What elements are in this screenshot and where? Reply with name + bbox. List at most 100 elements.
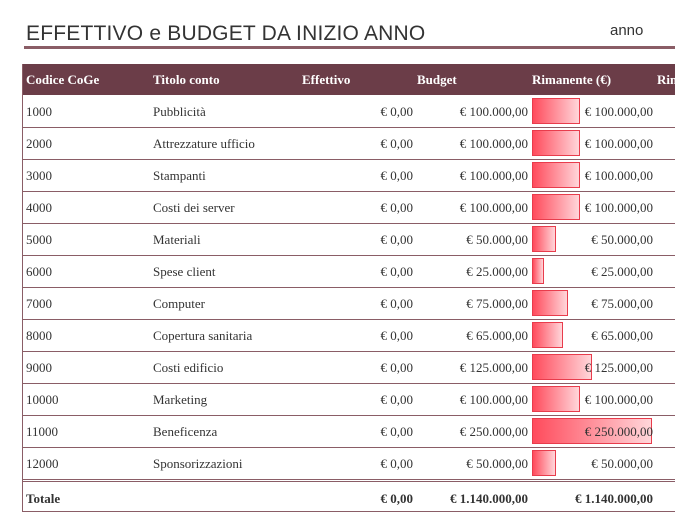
total-row: Totale € 0,00 € 1.140.000,00 € 1.140.000… bbox=[23, 479, 675, 512]
cell-actual[interactable]: € 0,00 bbox=[380, 200, 414, 215]
cell-actual[interactable]: € 0,00 bbox=[380, 456, 414, 471]
table-row[interactable]: 2000 Attrezzature ufficio € 0,00 € 100.000,… bbox=[23, 127, 675, 160]
cell-budget[interactable]: € 75.000,00 bbox=[466, 296, 528, 311]
table-row[interactable]: 4000 Costi dei server € 0,00 € 100.000,00 € … bbox=[23, 191, 675, 224]
remaining-data-bar bbox=[532, 98, 580, 124]
cell-budget[interactable]: € 100.000,00 bbox=[459, 136, 528, 151]
cell-budget[interactable]: € 100.000,00 bbox=[459, 168, 528, 183]
cell-code[interactable]: 5000 bbox=[26, 232, 52, 247]
cell-code[interactable]: 1000 bbox=[26, 104, 52, 119]
cell-actual[interactable]: € 0,00 bbox=[380, 360, 414, 375]
cell-account[interactable]: Costi edificio bbox=[153, 360, 224, 375]
cell-remaining[interactable]: € 50.000,00 bbox=[591, 232, 653, 247]
column-header-account[interactable]: Titolo conto bbox=[153, 72, 220, 87]
cell-actual[interactable]: € 0,00 bbox=[380, 264, 414, 279]
table-row[interactable]: 6000 Spese client € 0,00 € 25.000,00 € 25.00… bbox=[23, 255, 675, 288]
cell-code[interactable]: 3000 bbox=[26, 168, 52, 183]
cell-account[interactable]: Copertura sanitaria bbox=[153, 328, 253, 343]
cell-actual[interactable]: € 0,00 bbox=[380, 168, 414, 183]
cell-code[interactable]: 12000 bbox=[26, 456, 59, 471]
remaining-data-bar bbox=[532, 258, 544, 284]
cell-code[interactable]: 7000 bbox=[26, 296, 52, 311]
total-remaining: € 1.140.000,00 bbox=[575, 491, 653, 506]
remaining-data-bar bbox=[532, 226, 556, 252]
cell-budget[interactable]: € 65.000,00 bbox=[466, 328, 528, 343]
cell-code[interactable]: 2000 bbox=[26, 136, 52, 151]
cell-remaining[interactable]: € 100.000,00 bbox=[584, 104, 653, 119]
cell-remaining[interactable]: € 100.000,00 bbox=[584, 200, 653, 215]
remaining-data-bar bbox=[532, 386, 580, 412]
cell-account[interactable]: Attrezzature ufficio bbox=[153, 136, 255, 151]
column-header-remaining-pct[interactable]: Rim bbox=[657, 72, 675, 87]
cell-code[interactable]: 10000 bbox=[26, 392, 59, 407]
cell-account[interactable]: Marketing bbox=[153, 392, 208, 407]
table-row[interactable]: 9000 Costi edificio € 0,00 € 125.000,00 € 12… bbox=[23, 351, 675, 384]
remaining-data-bar bbox=[532, 290, 568, 316]
cell-remaining[interactable]: € 50.000,00 bbox=[591, 456, 653, 471]
cell-budget[interactable]: € 100.000,00 bbox=[459, 392, 528, 407]
table-row[interactable]: 1000 Pubblicità € 0,00 € 100.000,00 € 100.00… bbox=[23, 95, 675, 128]
budget-table: Codice CoGe Titolo conto Effettivo Budge… bbox=[22, 64, 675, 512]
table-header: Codice CoGe Titolo conto Effettivo Budge… bbox=[23, 64, 675, 95]
cell-remaining[interactable]: € 250.000,00 bbox=[584, 424, 653, 439]
year-label: anno bbox=[610, 22, 644, 39]
column-header-actual[interactable]: Effettivo bbox=[302, 72, 351, 87]
cell-actual[interactable]: € 0,00 bbox=[380, 136, 414, 151]
remaining-data-bar bbox=[532, 130, 580, 156]
table-row[interactable]: 5000 Materiali € 0,00 € 50.000,00 € 50.000,0… bbox=[23, 223, 675, 256]
table-row[interactable]: 10000 Marketing € 0,00 € 100.000,00 € 100.00… bbox=[23, 383, 675, 416]
report-header: EFFETTIVO e BUDGET DA INIZIO ANNO anno bbox=[24, 18, 675, 49]
table-row[interactable]: 3000 Stampanti € 0,00 € 100.000,00 € 100.000… bbox=[23, 159, 675, 192]
cell-remaining[interactable]: € 65.000,00 bbox=[591, 328, 653, 343]
cell-budget[interactable]: € 25.000,00 bbox=[466, 264, 528, 279]
cell-actual[interactable]: € 0,00 bbox=[380, 424, 414, 439]
cell-actual[interactable]: € 0,00 bbox=[380, 328, 414, 343]
table-row[interactable]: 11000 Beneficenza € 0,00 € 250.000,00 € 250.… bbox=[23, 415, 675, 448]
total-label: Totale bbox=[26, 491, 61, 506]
total-actual: € 0,00 bbox=[380, 491, 414, 506]
cell-code[interactable]: 11000 bbox=[26, 424, 59, 439]
remaining-data-bar bbox=[532, 194, 580, 220]
cell-actual[interactable]: € 0,00 bbox=[380, 104, 414, 119]
cell-account[interactable]: Materiali bbox=[153, 232, 201, 247]
remaining-data-bar bbox=[532, 354, 592, 380]
table-row[interactable]: 8000 Copertura sanitaria € 0,00 € 65.000,00… bbox=[23, 319, 675, 352]
cell-remaining[interactable]: € 100.000,00 bbox=[584, 168, 653, 183]
report-title: EFFETTIVO e BUDGET DA INIZIO ANNO bbox=[26, 22, 426, 45]
remaining-data-bar bbox=[532, 322, 563, 348]
cell-account[interactable]: Spese client bbox=[153, 264, 216, 279]
cell-remaining[interactable]: € 125.000,00 bbox=[584, 360, 653, 375]
column-header-remaining[interactable]: Rimanente (€) bbox=[532, 72, 612, 87]
cell-code[interactable]: 4000 bbox=[26, 200, 52, 215]
cell-remaining[interactable]: € 75.000,00 bbox=[591, 296, 653, 311]
cell-budget[interactable]: € 100.000,00 bbox=[459, 104, 528, 119]
cell-account[interactable]: Computer bbox=[153, 296, 205, 311]
cell-budget[interactable]: € 50.000,00 bbox=[466, 456, 528, 471]
cell-code[interactable]: 9000 bbox=[26, 360, 52, 375]
cell-account[interactable]: Beneficenza bbox=[153, 424, 218, 439]
cell-budget[interactable]: € 125.000,00 bbox=[459, 360, 528, 375]
cell-budget[interactable]: € 250.000,00 bbox=[459, 424, 528, 439]
remaining-data-bar bbox=[532, 162, 580, 188]
cell-account[interactable]: Sponsorizzazioni bbox=[153, 456, 243, 471]
cell-account[interactable]: Pubblicità bbox=[153, 104, 206, 119]
remaining-data-bar bbox=[532, 450, 556, 476]
column-header-budget[interactable]: Budget bbox=[417, 72, 457, 87]
cell-actual[interactable]: € 0,00 bbox=[380, 232, 414, 247]
cell-remaining[interactable]: € 25.000,00 bbox=[591, 264, 653, 279]
table-row[interactable]: 7000 Computer € 0,00 € 75.000,00 € 75.000,00 bbox=[23, 287, 675, 320]
cell-remaining[interactable]: € 100.000,00 bbox=[584, 392, 653, 407]
table-row[interactable]: 12000 Sponsorizzazioni € 0,00 € 50.000,00 € … bbox=[23, 447, 675, 480]
cell-budget[interactable]: € 50.000,00 bbox=[466, 232, 528, 247]
cell-code[interactable]: 8000 bbox=[26, 328, 52, 343]
column-header-code[interactable]: Codice CoGe bbox=[26, 72, 100, 87]
cell-code[interactable]: 6000 bbox=[26, 264, 52, 279]
cell-actual[interactable]: € 0,00 bbox=[380, 392, 414, 407]
cell-account[interactable]: Costi dei server bbox=[153, 200, 235, 215]
cell-remaining[interactable]: € 100.000,00 bbox=[584, 136, 653, 151]
total-budget: € 1.140.000,00 bbox=[450, 491, 528, 506]
cell-budget[interactable]: € 100.000,00 bbox=[459, 200, 528, 215]
cell-account[interactable]: Stampanti bbox=[153, 168, 206, 183]
remaining-data-bar bbox=[532, 418, 652, 444]
cell-actual[interactable]: € 0,00 bbox=[380, 296, 414, 311]
